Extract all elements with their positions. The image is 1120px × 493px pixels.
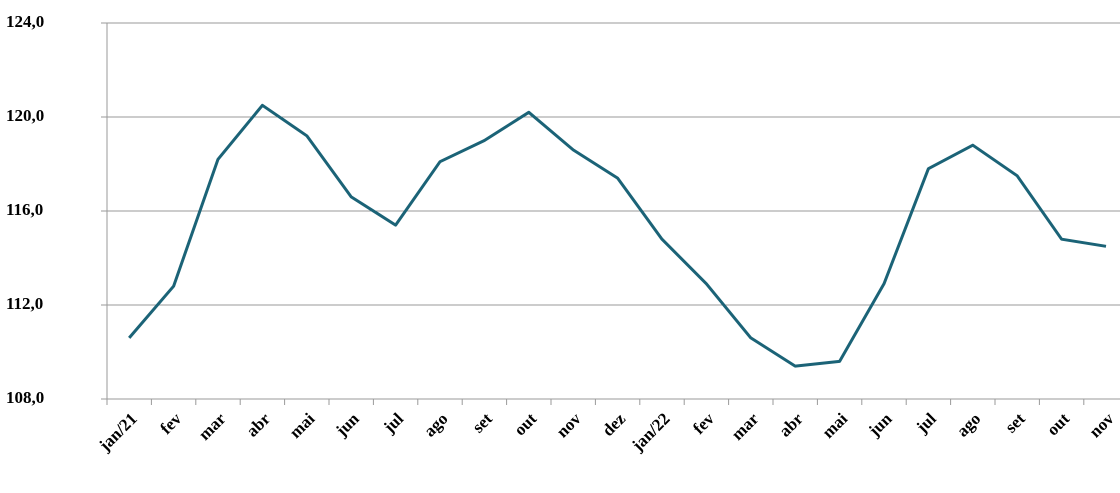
x-tick-label: jan/21 xyxy=(95,409,141,455)
line-series xyxy=(128,103,1107,368)
x-tick-label: fev xyxy=(689,409,718,438)
x-tick-label: mar xyxy=(728,409,763,444)
y-tick-label: 120,0 xyxy=(6,106,44,125)
x-tick-label: ago xyxy=(953,409,984,440)
x-tick-label: nov xyxy=(553,409,585,441)
x-tick-label: out xyxy=(510,409,540,439)
x-tick-label: out xyxy=(1043,409,1073,439)
x-tick-label: mai xyxy=(818,409,851,442)
x-tick-label: jul xyxy=(912,409,940,437)
x-tick-label: abr xyxy=(775,409,807,441)
y-tick-label: 124,0 xyxy=(6,12,44,31)
x-tick-label: mar xyxy=(195,409,230,444)
x-tick-label: dez xyxy=(598,409,629,440)
x-tick-label: jan/22 xyxy=(627,409,673,455)
x-tick-label: set xyxy=(469,409,497,437)
x-tick-label: jun xyxy=(331,409,363,441)
x-tick-label: abr xyxy=(243,409,275,441)
x-tick-label: ago xyxy=(420,409,451,440)
y-tick-label: 108,0 xyxy=(6,388,44,407)
x-tick-label: set xyxy=(1001,409,1029,437)
x-tick-label: jun xyxy=(864,409,896,441)
y-tick-label: 116,0 xyxy=(6,200,43,219)
x-tick-label: nov xyxy=(1085,409,1117,441)
y-tick-label: 112,0 xyxy=(6,294,43,313)
x-tick-label: jul xyxy=(379,409,407,437)
x-tick-label: fev xyxy=(156,409,185,438)
x-tick-label: mai xyxy=(286,409,319,442)
